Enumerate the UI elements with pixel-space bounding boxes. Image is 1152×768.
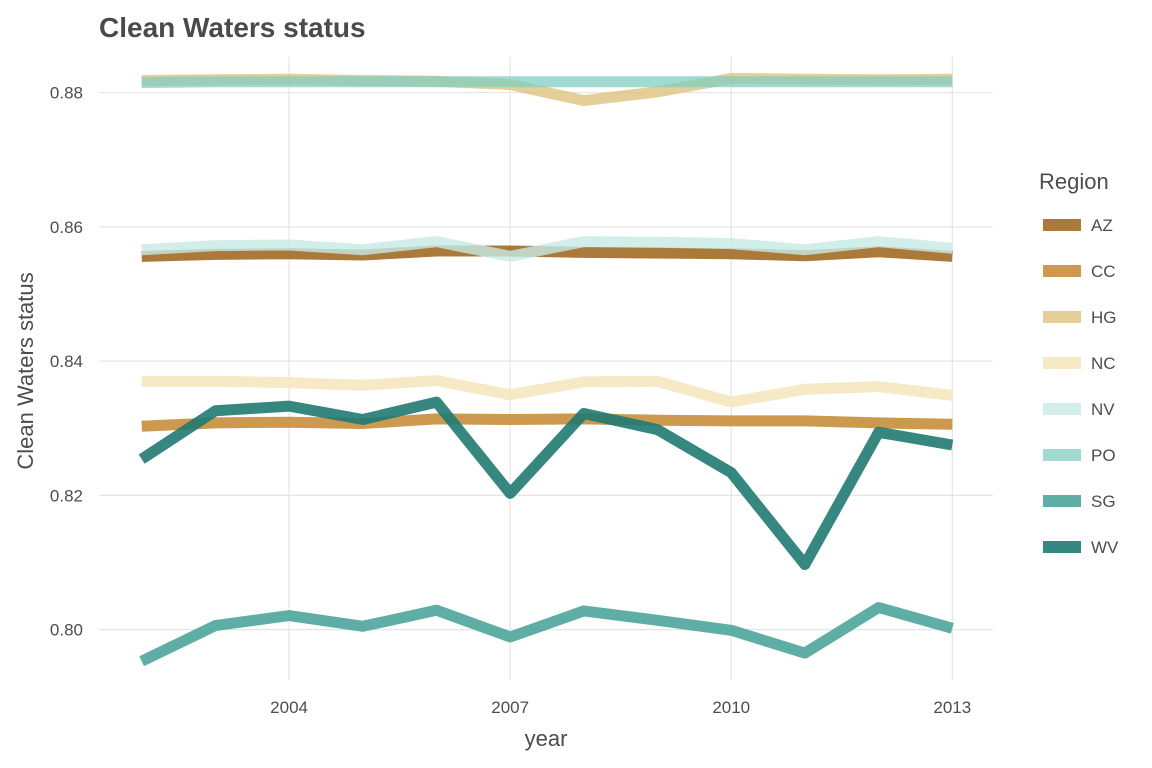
legend-label-hg: HG	[1091, 308, 1117, 327]
series-lines	[138, 73, 954, 667]
y-tick-label: 0.88	[50, 84, 83, 103]
y-axis-ticks: 0.80 0.82 0.84 0.86 0.88	[50, 84, 83, 640]
y-tick-label: 0.86	[50, 218, 83, 237]
legend-title: Region	[1039, 169, 1109, 194]
x-tick-label: 2007	[491, 698, 529, 717]
legend-label-az: AZ	[1091, 216, 1113, 235]
series-line-sg	[139, 602, 954, 667]
y-tick-label: 0.82	[50, 486, 83, 505]
legend-key-az	[1043, 219, 1081, 231]
series-line-nv	[141, 236, 953, 262]
legend-key-wv	[1043, 541, 1081, 553]
legend-label-nc: NC	[1091, 354, 1116, 373]
series-line-nc	[141, 375, 953, 408]
legend-key-po	[1043, 449, 1081, 461]
legend-key-sg	[1043, 495, 1081, 507]
legend-key-nc	[1043, 357, 1081, 369]
legend-label-sg: SG	[1091, 492, 1116, 511]
series-line-cc	[141, 413, 953, 432]
y-axis-title: Clean Waters status	[13, 272, 38, 469]
legend-items: AZ CC HG NC NV PO SG WV	[1043, 216, 1119, 557]
y-tick-label: 0.80	[50, 621, 83, 640]
x-axis-title: year	[525, 726, 568, 751]
legend-label-wv: WV	[1091, 538, 1119, 557]
legend: Region AZ CC HG NC NV PO SG WV	[1039, 169, 1119, 557]
x-tick-label: 2013	[933, 698, 971, 717]
chart-title: Clean Waters status	[99, 12, 366, 43]
gridlines	[99, 57, 993, 680]
legend-label-cc: CC	[1091, 262, 1116, 281]
legend-label-po: PO	[1091, 446, 1116, 465]
x-tick-label: 2004	[270, 698, 308, 717]
legend-key-nv	[1043, 403, 1081, 415]
series-line-wv	[138, 396, 954, 570]
legend-label-nv: NV	[1091, 400, 1115, 419]
y-tick-label: 0.84	[50, 352, 83, 371]
series-line-po	[141, 76, 953, 88]
legend-key-cc	[1043, 265, 1081, 277]
x-axis-ticks: 2004 2007 2010 2013	[270, 698, 971, 717]
x-tick-label: 2010	[712, 698, 750, 717]
legend-key-hg	[1043, 311, 1081, 323]
